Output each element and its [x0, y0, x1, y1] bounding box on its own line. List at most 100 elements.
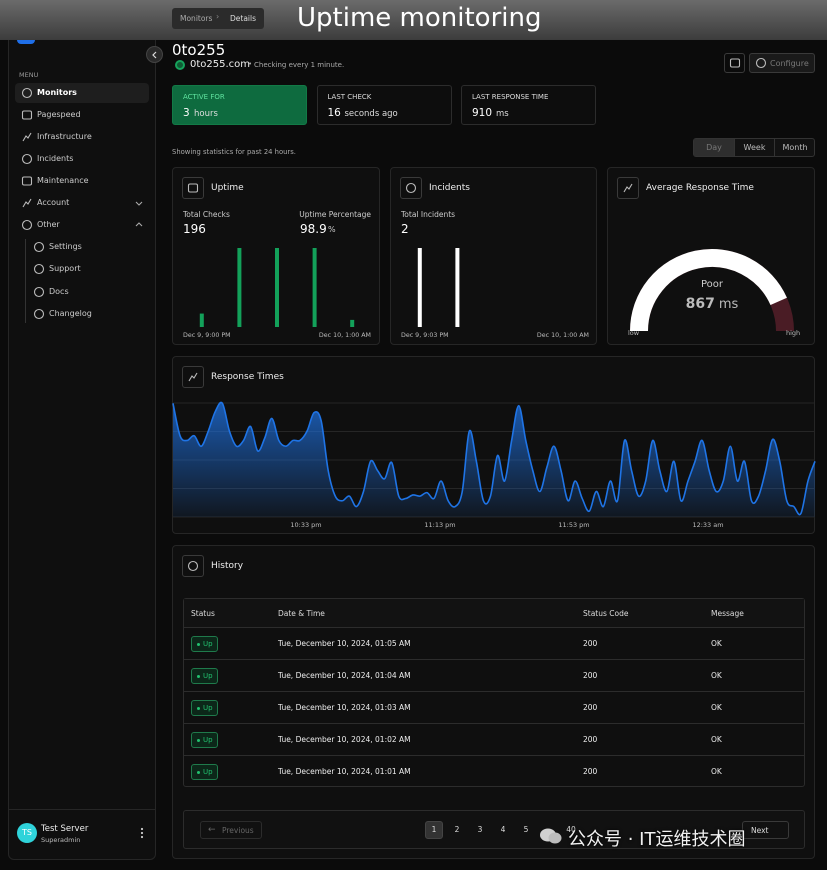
pagination: ← Previous 1 2 3 4 5 40 Next	[183, 810, 805, 849]
column-header: Status	[191, 609, 215, 618]
card-title: Average Response Time	[646, 183, 754, 193]
menu-item[interactable]: Maintenance	[15, 171, 149, 191]
x-tick-label: 11:13 pm	[424, 521, 456, 529]
icon	[33, 241, 45, 253]
chevron	[135, 201, 143, 206]
caption-band	[0, 0, 827, 40]
watermark-text: 公众号 · IT运维技术圈	[568, 829, 746, 850]
stat-card: LAST RESPONSE TIME 910 ms	[461, 85, 596, 125]
area-line	[172, 401, 816, 516]
table-cell: Tue, December 10, 2024, 01:02 AM	[278, 735, 411, 744]
x-tick-label: Dec 9, 9:03 PM	[401, 332, 449, 339]
bar-chart	[199, 248, 355, 327]
configure-label: Configure	[770, 59, 809, 68]
monitor-url: 0to255.com	[190, 59, 251, 70]
menu-item-label: Infrastructure	[37, 132, 92, 141]
caption: Uptime monitoring	[297, 3, 542, 33]
icon	[187, 183, 199, 193]
card-title: Uptime	[211, 183, 244, 193]
submenu-item[interactable]: Docs	[31, 283, 141, 301]
submenu-item-label: Support	[49, 264, 81, 274]
submenu-item[interactable]: Settings	[31, 238, 141, 256]
menu-item[interactable]: Pagespeed	[15, 105, 149, 125]
icon-shape	[21, 176, 33, 186]
icon	[33, 308, 45, 319]
divider	[9, 809, 155, 810]
page-button[interactable]: 1	[425, 821, 443, 839]
page-button[interactable]: 5	[523, 825, 529, 834]
user-name: Test Server	[41, 824, 89, 834]
table-cell: 200	[583, 639, 598, 648]
monitor-interval: Checking every 1 minute.	[254, 61, 345, 69]
icon-button[interactable]	[724, 53, 745, 73]
badge-dot	[197, 707, 200, 710]
stat-value: 910	[472, 107, 493, 119]
table-cell: 200	[583, 703, 598, 712]
collapse-button[interactable]	[146, 46, 163, 63]
x-tick-label: 11:53 pm	[558, 521, 590, 529]
icon-shape	[623, 183, 633, 193]
icon-shape	[187, 560, 199, 572]
range-button[interactable]: Day	[694, 139, 734, 156]
icon	[729, 58, 741, 68]
metric-label: Total Incidents	[401, 210, 456, 219]
submenu-item[interactable]: Changelog	[31, 305, 141, 323]
icon-shape	[21, 153, 33, 165]
table-header	[184, 599, 804, 628]
monitor-name: 0to255	[172, 41, 226, 59]
table-cell: Tue, December 10, 2024, 01:04 AM	[278, 671, 411, 680]
uptime-card: Uptime Total Checks 196 Uptime Percentage 98…	[172, 167, 380, 345]
stat-unit: ms	[496, 109, 509, 119]
menu-item[interactable]: Account	[15, 193, 149, 213]
badge-label: Up	[203, 704, 213, 712]
menu-item[interactable]: Other	[15, 215, 149, 235]
history-card: History Status Date & Time Status Code Messa…	[172, 545, 815, 859]
page-button[interactable]: 2	[454, 825, 460, 834]
icon	[33, 264, 45, 275]
metric-value: 98.9	[300, 222, 327, 236]
menu-item-label: Maintenance	[37, 176, 89, 185]
icon	[21, 110, 33, 120]
icon-shape	[33, 241, 45, 253]
range-label: Month	[782, 143, 808, 152]
watermark: 公众号 · IT运维技术圈	[540, 824, 810, 850]
gauge-value-wrap: 867 ms	[608, 293, 816, 312]
table-cell: Tue, December 10, 2024, 01:05 AM	[278, 639, 411, 648]
card-icon	[182, 555, 204, 577]
gauge-status: Poor	[700, 279, 724, 290]
page-button[interactable]: 3	[477, 825, 483, 834]
stat-unit: seconds ago	[344, 109, 398, 119]
submenu-item-label: Docs	[49, 286, 69, 296]
gauge-value	[630, 249, 787, 332]
table-cell: 200	[583, 735, 598, 744]
configure-button[interactable]: Configure	[749, 53, 815, 73]
table-cell: OK	[711, 767, 722, 776]
icon	[405, 182, 417, 194]
chevron-shape	[135, 201, 143, 206]
menu-item[interactable]: Monitors	[15, 83, 149, 103]
menu-item[interactable]: Incidents	[15, 149, 149, 169]
chevron	[135, 222, 143, 227]
stat-card: LAST CHECK 16 seconds ago	[316, 85, 452, 125]
previous-button[interactable]: ← Previous	[200, 821, 262, 839]
metric-value: 2	[401, 222, 409, 236]
next-button[interactable]: Next	[742, 821, 789, 839]
gauge	[630, 249, 794, 332]
badge-dot	[197, 771, 200, 774]
kebab-dot	[140, 831, 144, 835]
table-row: Up Tue, December 10, 2024, 01:02 AM 200 OK	[184, 724, 804, 756]
icon	[21, 219, 33, 231]
range-label: Day	[706, 143, 722, 152]
chevron-shape	[135, 222, 143, 227]
menu-item[interactable]: Infrastructure	[15, 127, 149, 147]
range-button[interactable]: Month	[774, 139, 815, 156]
range-button[interactable]: Week	[734, 139, 774, 156]
bullet: •	[248, 60, 253, 68]
stat-value: 16	[327, 107, 341, 119]
avg-response-card: Average Response Time Poor 867 ms low high	[607, 167, 815, 345]
x-tick-label: 10:33 pm	[290, 521, 322, 529]
page-button[interactable]: 40	[566, 825, 576, 834]
stat-label: LAST CHECK	[327, 93, 372, 101]
page-button[interactable]: 4	[500, 825, 506, 834]
submenu-item[interactable]: Support	[31, 260, 141, 278]
